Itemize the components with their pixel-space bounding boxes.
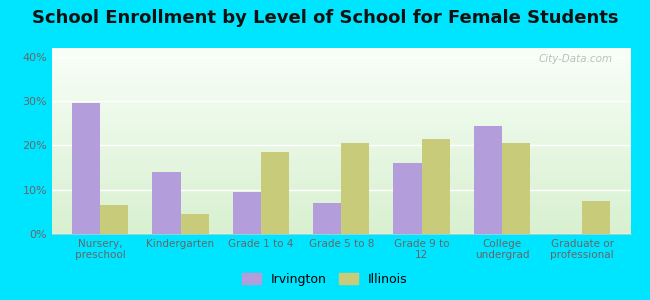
Bar [393, 163, 422, 234]
Bar [422, 139, 450, 234]
Bar [474, 125, 502, 234]
Bar [261, 152, 289, 234]
Bar [72, 103, 100, 234]
Bar [153, 172, 181, 234]
Text: School Enrollment by Level of School for Female Students: School Enrollment by Level of School for… [32, 9, 618, 27]
Bar [502, 143, 530, 234]
Bar [233, 192, 261, 234]
Bar [100, 205, 128, 234]
Text: City-Data.com: City-Data.com [539, 54, 613, 64]
Bar [181, 214, 209, 234]
Bar [582, 201, 610, 234]
Bar [313, 203, 341, 234]
Bar [341, 143, 369, 234]
Legend: Irvington, Illinois: Irvington, Illinois [237, 268, 413, 291]
